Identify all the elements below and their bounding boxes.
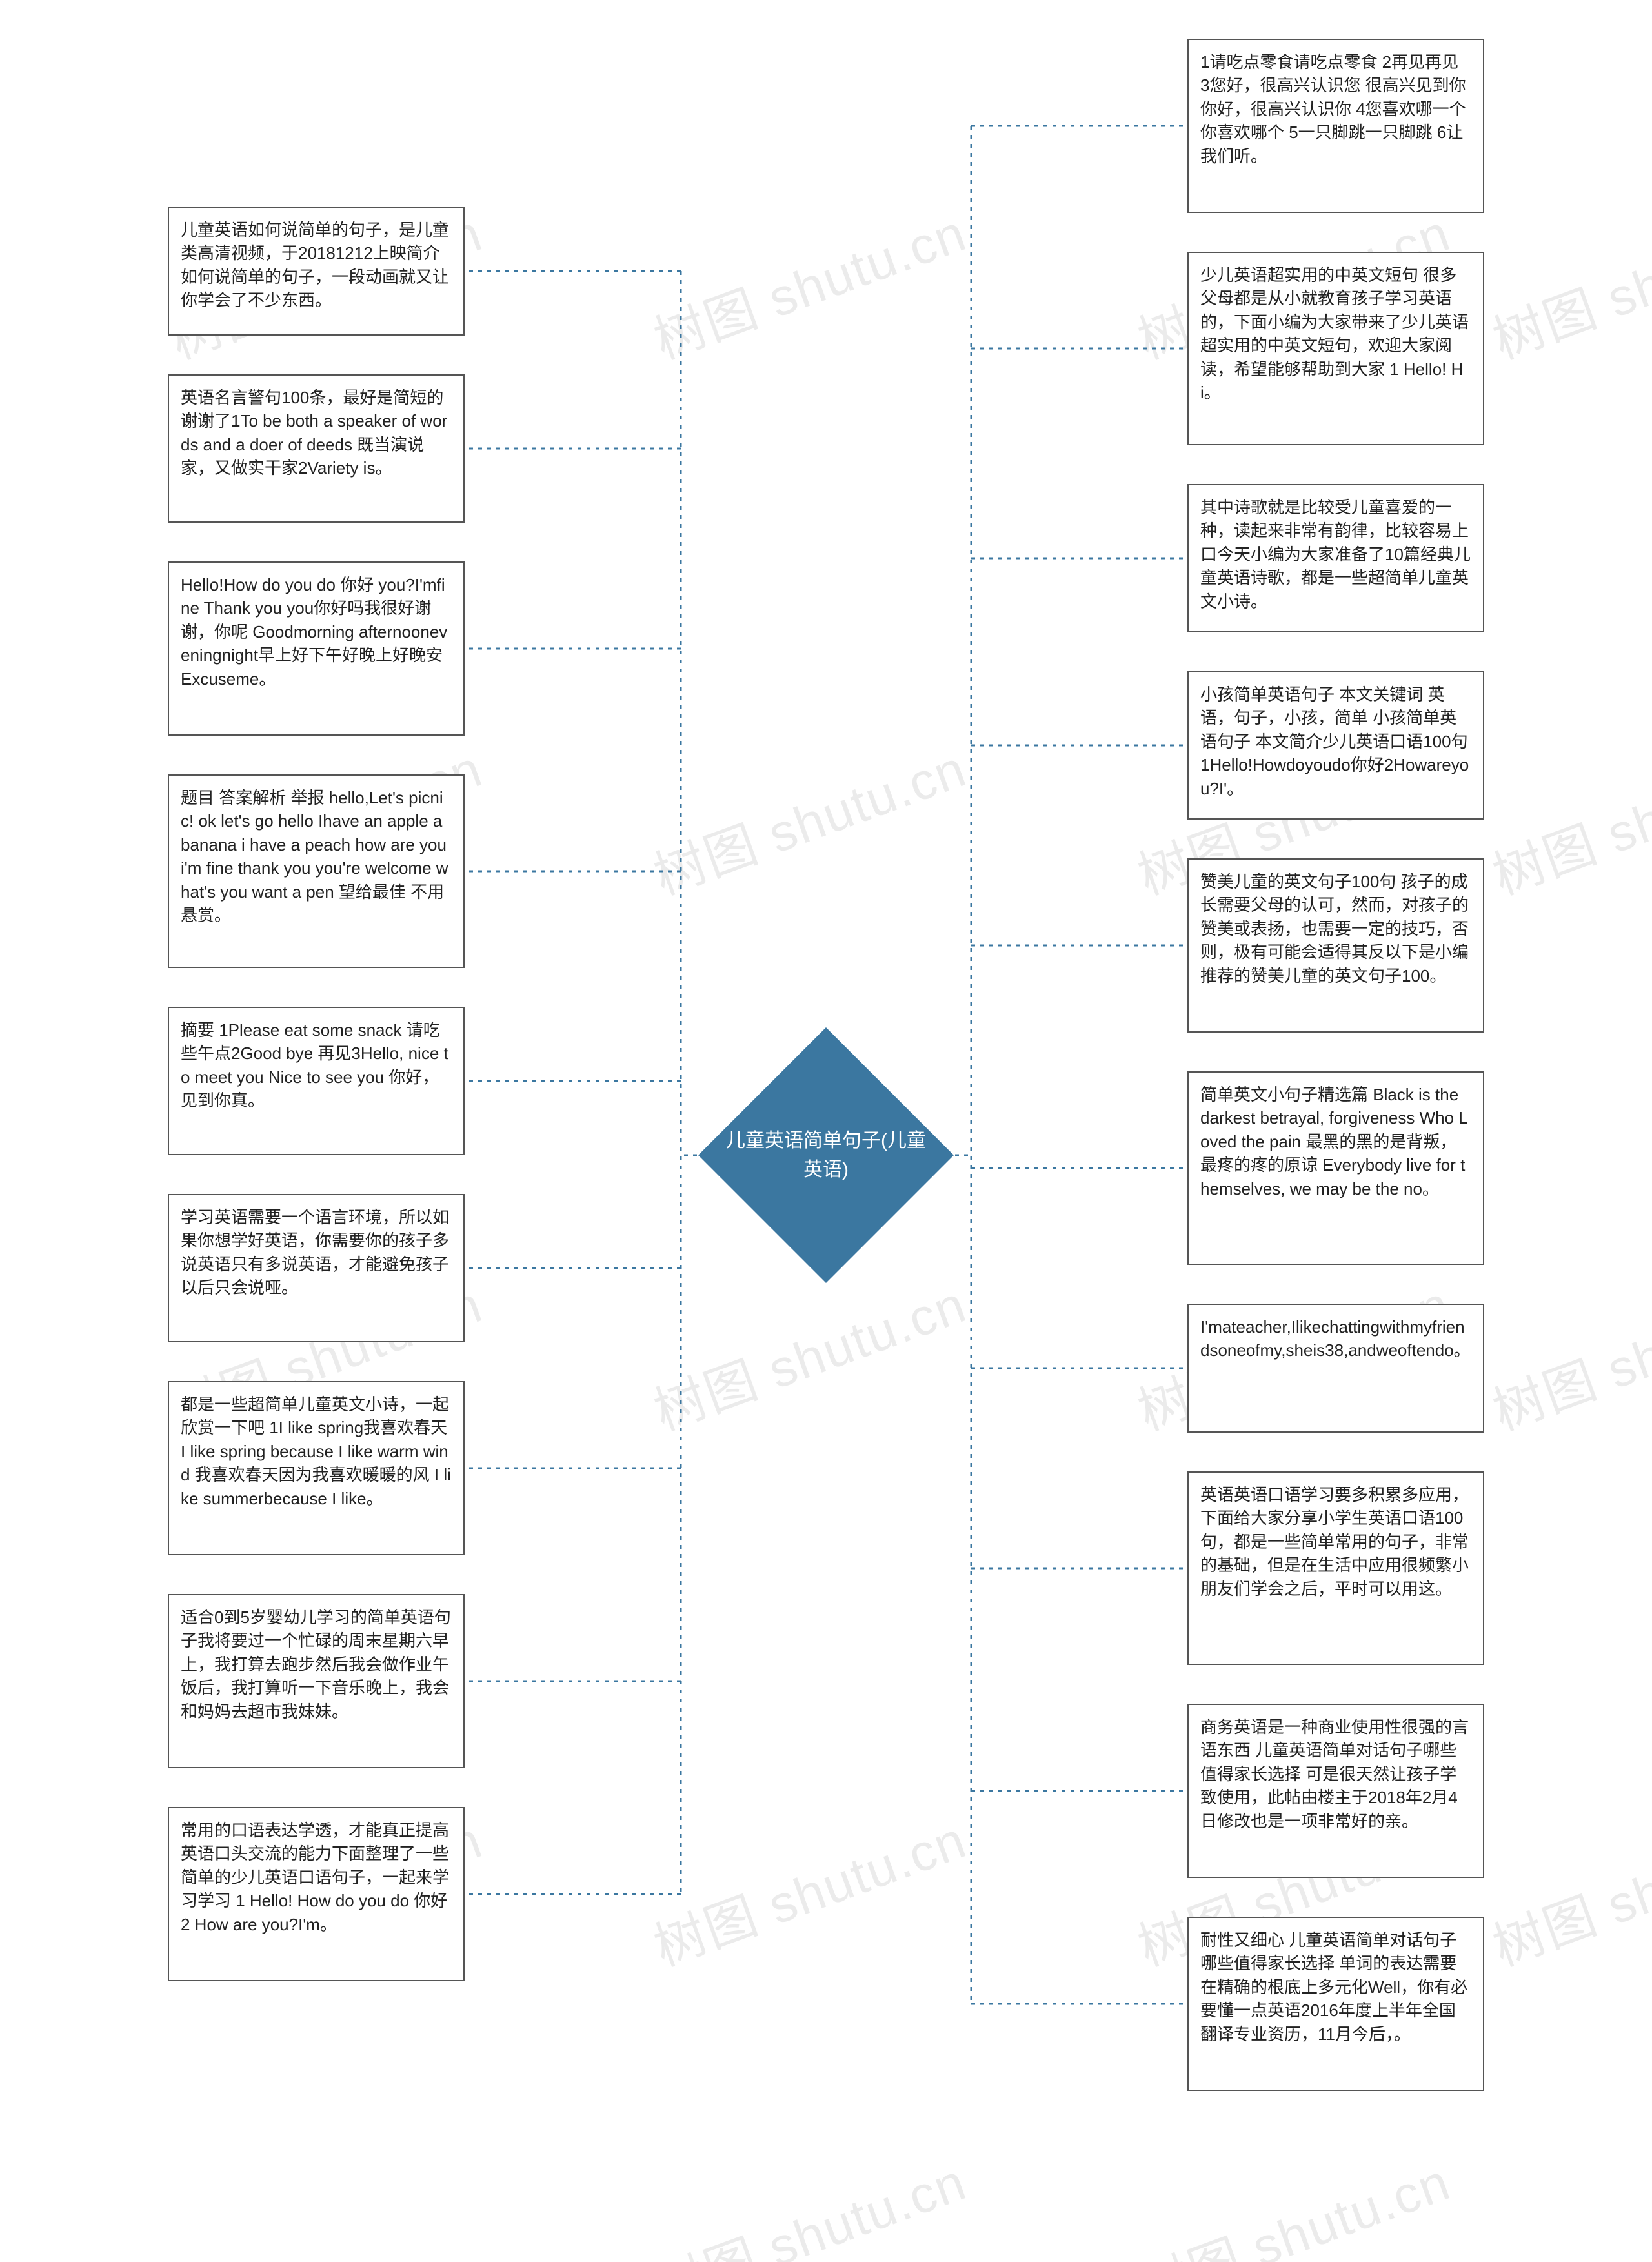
mindmap-node: 小孩简单英语句子 本文关键词 英语，句子，小孩，简单 小孩简单英语句子 本文简介…: [1187, 671, 1484, 820]
mindmap-node: 儿童英语如何说简单的句子，是儿童类高清视频，于20181212上映简介如何说简单…: [168, 207, 465, 336]
mindmap-node: 适合0到5岁婴幼儿学习的简单英语句子我将要过一个忙碌的周末星期六早上，我打算去跑…: [168, 1594, 465, 1768]
mindmap-node: 题目 答案解析 举报 hello,Let's picnic! ok let's …: [168, 774, 465, 968]
mindmap-node: 赞美儿童的英文句子100句 孩子的成长需要父母的认可，然而，对孩子的赞美或表扬，…: [1187, 858, 1484, 1033]
watermark: 树图 shutu.cn: [642, 727, 975, 909]
mindmap-node: 都是一些超简单儿童英文小诗，一起欣赏一下吧 1I like spring我喜欢春…: [168, 1381, 465, 1555]
mindmap-node: 少儿英语超实用的中英文短句 很多父母都是从小就教育孩子学习英语的，下面小编为大家…: [1187, 252, 1484, 445]
mindmap-node: I'mateacher,Ilikechattingwithmyfriendson…: [1187, 1304, 1484, 1433]
mindmap-node: Hello!How do you do 你好 you?I'mfine Thank…: [168, 561, 465, 736]
mindmap-node: 学习英语需要一个语言环境，所以如果你想学好英语，你需要你的孩子多说英语只有多说英…: [168, 1194, 465, 1342]
watermark: 树图 shutu.cn: [1481, 1263, 1652, 1445]
mindmap-node: 其中诗歌就是比较受儿童喜爱的一种，读起来非常有韵律，比较容易上口今天小编为大家准…: [1187, 484, 1484, 632]
mindmap-node: 简单英文小句子精选篇 Black is the darkest betrayal…: [1187, 1071, 1484, 1265]
center-node: 儿童英语简单句子(儿童英语): [697, 1091, 955, 1220]
watermark: 树图 shutu.cn: [642, 192, 975, 374]
mindmap-node: 常用的口语表达学透，才能真正提高英语口头交流的能力下面整理了一些简单的少儿英语口…: [168, 1807, 465, 1981]
mindmap-node: 摘要 1Please eat some snack 请吃些午点2Good bye…: [168, 1007, 465, 1155]
watermark: 树图 shutu.cn: [642, 1799, 975, 1981]
watermark: 树图 shutu.cn: [642, 2141, 975, 2262]
mindmap-node: 1请吃点零食请吃点零食 2再见再见 3您好，很高兴认识您 很高兴见到你你好，很高…: [1187, 39, 1484, 213]
watermark: 树图 shutu.cn: [1481, 727, 1652, 909]
center-title: 儿童英语简单句子(儿童英语): [723, 1126, 929, 1184]
watermark: 树图 shutu.cn: [1481, 192, 1652, 374]
mindmap-node: 耐性又细心 儿童英语简单对话句子哪些值得家长选择 单词的表达需要在精确的根底上多…: [1187, 1917, 1484, 2091]
mindmap-node: 英语名言警句100条，最好是简短的谢谢了1To be both a speake…: [168, 374, 465, 523]
watermark: 树图 shutu.cn: [1481, 1799, 1652, 1981]
watermark: 树图 shutu.cn: [1126, 2141, 1459, 2262]
watermark: 树图 shutu.cn: [642, 1263, 975, 1445]
mindmap-node: 英语英语口语学习要多积累多应用，下面给大家分享小学生英语口语100句，都是一些简…: [1187, 1471, 1484, 1665]
mindmap-node: 商务英语是一种商业使用性很强的言语东西 儿童英语简单对话句子哪些值得家长选择 可…: [1187, 1704, 1484, 1878]
